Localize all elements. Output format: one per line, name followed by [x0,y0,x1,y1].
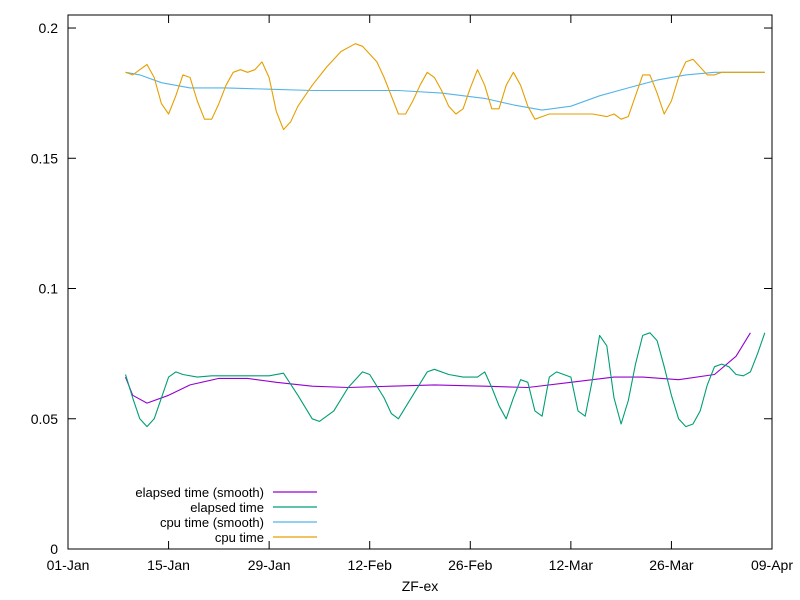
y-axis: 0 0.05 0.1 0.15 0.2 [31,20,772,557]
series-layer [124,43,766,428]
series-line-3 [125,43,765,131]
x-axis-title: ZF-ex [402,578,439,594]
y-tick-label: 0.05 [31,411,58,427]
x-tick-label: 26-Feb [448,557,493,573]
y-tick-label: 0.2 [39,20,59,36]
y-tick-label: 0.15 [31,150,58,166]
x-tick-label: 29-Jan [248,557,291,573]
x-tick-label: 12-Feb [348,557,393,573]
x-tick-label: 12-Mar [549,557,594,573]
legend-label: elapsed time [190,500,264,515]
plot-frame [67,14,773,550]
x-tick-label: 09-Apr [751,557,793,573]
legend-label: elapsed time (smooth) [135,485,264,500]
y-tick-label: 0.1 [39,281,59,297]
x-axis: 01-Jan 15-Jan 29-Jan 12-Feb 26-Feb 12-Mar 26-M… [47,15,793,573]
x-tick-label: 15-Jan [147,557,190,573]
y-tick-label: 0 [50,541,58,557]
series-line-0 [124,332,751,404]
legend-label: cpu time (smooth) [160,515,264,530]
legend-label: cpu time [215,530,264,545]
series-line-1 [124,332,766,428]
x-tick-label: 26-Mar [649,557,694,573]
x-tick-label: 01-Jan [47,557,90,573]
